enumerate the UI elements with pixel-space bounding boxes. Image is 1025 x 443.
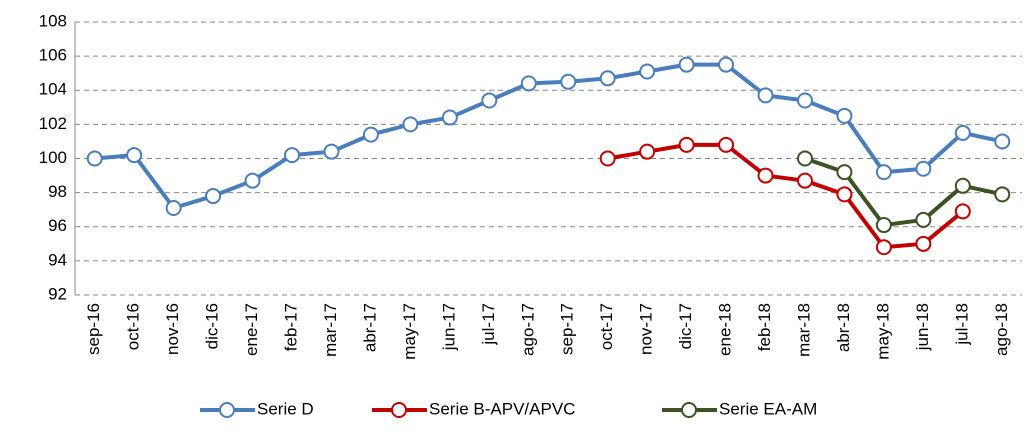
y-tick-label: 106 (39, 46, 67, 65)
x-tick-label: feb-18 (755, 303, 774, 351)
point (954, 177, 971, 194)
legend-label: Serie D (257, 399, 314, 418)
x-tick-label: may-17 (400, 303, 419, 360)
x-tick-label: ago-17 (518, 303, 537, 356)
point (796, 172, 813, 189)
point (875, 217, 892, 234)
point (915, 211, 932, 228)
point (836, 107, 853, 124)
point (915, 235, 932, 252)
point (954, 203, 971, 220)
point (954, 124, 971, 141)
x-tick-label: abr-18 (834, 303, 853, 352)
legend-item: Serie D (200, 399, 314, 418)
legend-label: Serie EA-AM (719, 399, 817, 418)
y-tick-label: 94 (48, 250, 67, 269)
point (915, 160, 932, 177)
legend-item: Serie EA-AM (662, 399, 817, 418)
point (875, 164, 892, 181)
x-tick-label: dic-17 (676, 303, 695, 349)
point (481, 92, 498, 109)
x-tick-label: mar-18 (794, 303, 813, 357)
point (402, 116, 419, 133)
legend-marker (681, 402, 697, 418)
point (757, 167, 774, 184)
x-tick-label: sep-17 (558, 303, 577, 355)
x-tick-label: oct-17 (597, 303, 616, 350)
x-tick-label: feb-17 (282, 303, 301, 351)
x-tick-label: oct-16 (124, 303, 143, 350)
y-tick-label: 104 (39, 80, 67, 99)
y-tick-label: 100 (39, 148, 67, 167)
point (205, 188, 222, 205)
point (362, 126, 379, 143)
point (599, 150, 616, 167)
x-tick-label: sep-16 (84, 303, 103, 355)
point (639, 143, 656, 160)
x-tick-label: dic-16 (203, 303, 222, 349)
point (875, 239, 892, 256)
point (836, 186, 853, 203)
legend-marker (219, 402, 235, 418)
x-tick-label: jun-18 (913, 303, 932, 351)
point (639, 63, 656, 80)
x-tick-label: ene-17 (242, 303, 261, 356)
point (836, 164, 853, 181)
legend-marker (391, 402, 407, 418)
point (599, 70, 616, 87)
y-tick-label: 98 (48, 182, 67, 201)
point (560, 73, 577, 90)
series-line (94, 62, 1003, 210)
point (678, 56, 695, 73)
point (718, 56, 735, 73)
point (520, 75, 537, 92)
x-tick-label: jun-17 (439, 303, 458, 351)
point (323, 143, 340, 160)
x-tick-label: jul-18 (952, 303, 971, 346)
point (796, 92, 813, 109)
point (994, 133, 1011, 150)
point (126, 147, 143, 164)
legend-label: Serie B-APV/APVC (429, 399, 575, 418)
point (796, 150, 813, 167)
y-tick-label: 92 (48, 284, 67, 303)
point (244, 172, 261, 189)
y-tick-label: 108 (39, 11, 67, 30)
point (165, 199, 182, 216)
point (757, 87, 774, 104)
point (86, 150, 103, 167)
x-tick-label: ago-18 (992, 303, 1011, 356)
x-tick-label: jul-17 (479, 303, 498, 346)
x-tick-label: nov-17 (637, 303, 656, 355)
y-tick-label: 102 (39, 114, 67, 133)
y-tick-label: 96 (48, 216, 67, 235)
point (994, 186, 1011, 203)
x-tick-label: ene-18 (716, 303, 735, 356)
x-tick-label: may-18 (873, 303, 892, 360)
x-tick-label: nov-16 (163, 303, 182, 355)
legend-item: Serie B-APV/APVC (372, 399, 575, 418)
x-tick-label: abr-17 (360, 303, 379, 352)
point (441, 109, 458, 126)
x-tick-label: mar-17 (321, 303, 340, 357)
point (678, 136, 695, 153)
point (718, 136, 735, 153)
point (284, 147, 301, 164)
series-line (607, 142, 965, 250)
